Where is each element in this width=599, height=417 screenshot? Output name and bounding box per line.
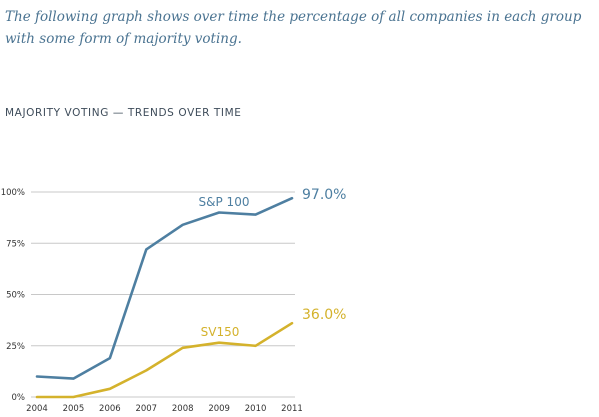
series-name-label: SV150 (201, 325, 240, 339)
x-tick-label: 2011 (281, 404, 303, 414)
y-tick-labels: 0% 25% 50% 75% 100% (1, 188, 25, 403)
grid-lines (31, 191, 295, 398)
y-tick-label: 50% (6, 291, 25, 301)
y-tick-label: 75% (6, 239, 25, 249)
series-line (35, 321, 294, 399)
series-name-label: S&P 100 (199, 195, 250, 209)
x-tick-label: 2007 (135, 404, 157, 414)
x-tick-label: 2005 (63, 404, 85, 414)
intro-text: The following graph shows over time the … (5, 9, 582, 47)
y-tick-label: 100% (1, 188, 25, 198)
x-tick-label: 2004 (26, 404, 48, 414)
series-lines (35, 196, 294, 399)
y-tick-label: 0% (12, 393, 26, 403)
x-tick-label: 2008 (172, 404, 194, 414)
x-tick-label: 2010 (245, 404, 267, 414)
chart-heading: MAJORITY VOTING — TRENDS OVER TIME (5, 107, 242, 119)
series-line (35, 196, 294, 380)
x-tick-label: 2009 (208, 404, 230, 414)
y-tick-label: 25% (6, 342, 25, 352)
x-tick-labels: 2004 2005 2006 2007 2008 2009 2010 2011 (26, 404, 303, 414)
x-tick-label: 2006 (99, 404, 121, 414)
series-labels: S&P 100 97.0% SV150 36.0% (199, 187, 347, 339)
series-end-value-label: 36.0% (302, 307, 346, 323)
series-end-value-label: 97.0% (302, 187, 346, 203)
